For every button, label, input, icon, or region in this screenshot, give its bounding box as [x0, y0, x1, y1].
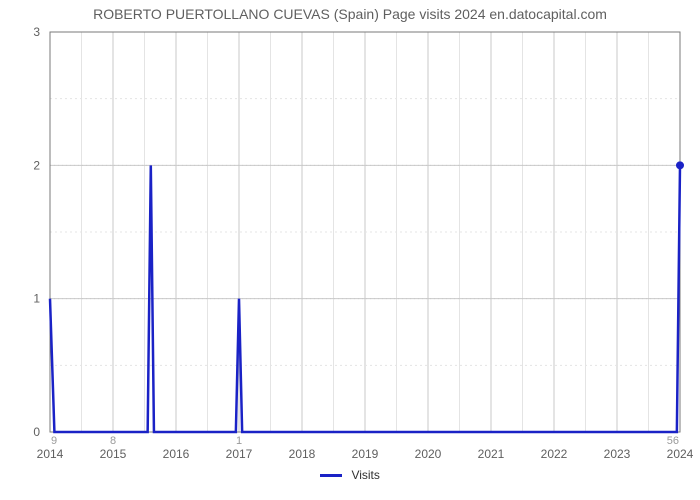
- x-tick-label: 2015: [100, 447, 127, 461]
- hover-count-label: 56: [667, 435, 679, 447]
- x-tick-label: 2024: [667, 447, 694, 461]
- y-tick-label: 0: [33, 425, 40, 439]
- y-tick-label: 1: [33, 292, 40, 306]
- x-tick-label: 2023: [604, 447, 631, 461]
- line-chart-svg: 0 1 2 3 2014 2015 2016 2017 2018 2019 2020 2021 2022…: [0, 24, 700, 464]
- x-tick-label: 2018: [289, 447, 316, 461]
- x-tick-label: 2021: [478, 447, 505, 461]
- hover-count-label: 9: [51, 435, 57, 447]
- y-tick-label: 3: [33, 25, 40, 39]
- y-tick-label: 2: [33, 158, 40, 172]
- x-tick-label: 2014: [37, 447, 64, 461]
- hover-count-label: 1: [236, 435, 242, 447]
- legend-swatch: [320, 474, 342, 477]
- chart-area: 0 1 2 3 2014 2015 2016 2017 2018 2019 2020 2021 2022…: [0, 24, 700, 464]
- hover-count-label: 8: [110, 435, 116, 447]
- chart-legend: Visits: [0, 464, 700, 482]
- end-marker: [676, 161, 684, 169]
- chart-title: ROBERTO PUERTOLLANO CUEVAS (Spain) Page …: [0, 0, 700, 24]
- chart-container: ROBERTO PUERTOLLANO CUEVAS (Spain) Page …: [0, 0, 700, 500]
- x-tick-label: 2020: [415, 447, 442, 461]
- x-tick-label: 2019: [352, 447, 379, 461]
- legend-label: Visits: [351, 468, 379, 482]
- x-tick-label: 2016: [163, 447, 190, 461]
- x-tick-label: 2017: [226, 447, 253, 461]
- x-tick-label: 2022: [541, 447, 568, 461]
